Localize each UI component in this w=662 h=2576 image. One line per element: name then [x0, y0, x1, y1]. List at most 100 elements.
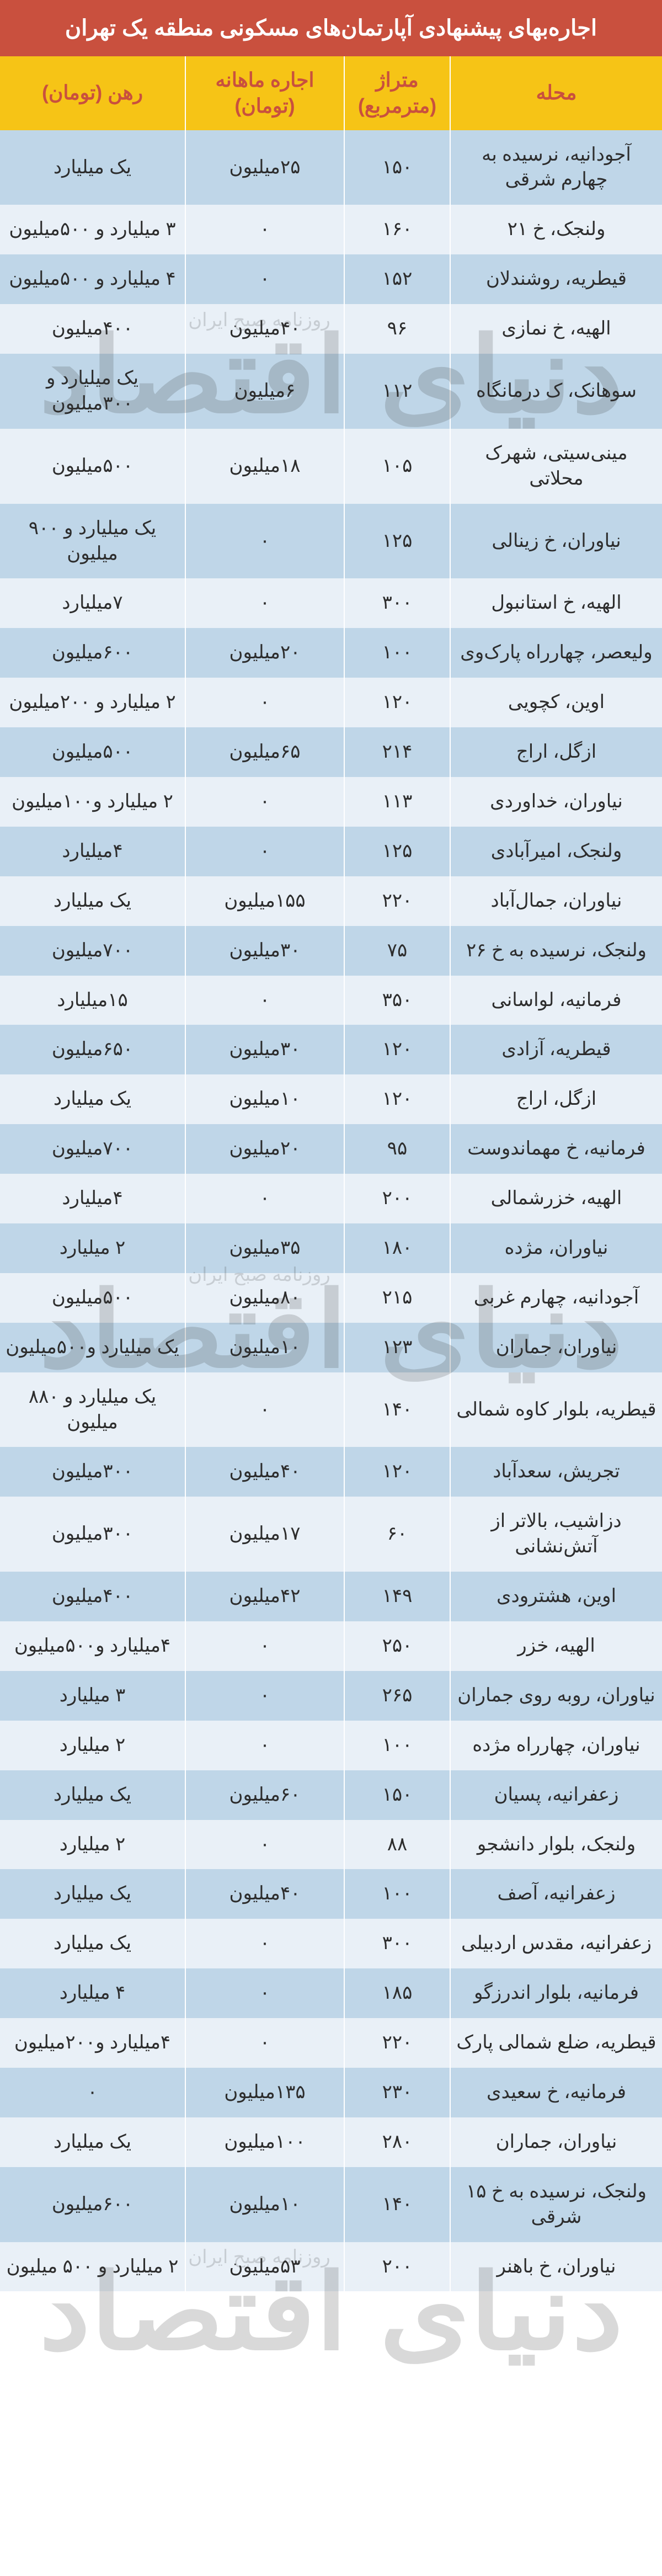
cell-area: ۱۴۰: [344, 2167, 450, 2242]
table-row: اوین، هشترودی۱۴۹۴۲میلیون۴۰۰میلیون: [0, 1572, 662, 1621]
cell-deposit: یک میلیارد: [0, 1869, 185, 1919]
cell-area: ۱۴۰: [344, 1372, 450, 1447]
cell-monthly: ۴۰میلیون: [185, 304, 344, 354]
table-row: نیاوران، روبه روی جماران۲۶۵۰۳ میلیارد: [0, 1671, 662, 1721]
cell-deposit: ۵۰۰میلیون: [0, 1273, 185, 1323]
col-deposit: رهن (تومان): [0, 56, 185, 130]
cell-monthly: ۰: [185, 1671, 344, 1721]
table-row: نیاوران، خ باهنر۲۰۰۵۳میلیون۲ میلیارد و ۵…: [0, 2242, 662, 2292]
cell-deposit: ۴میلیارد و۵۰۰میلیون: [0, 1621, 185, 1671]
cell-area: ۸۸: [344, 1820, 450, 1870]
table-row: نیاوران، جماران۲۸۰۱۰۰میلیونیک میلیارد: [0, 2117, 662, 2167]
col-area: متراژ (مترمربع): [344, 56, 450, 130]
table-row: دزاشیب، بالاتر از آتش‌نشانی۶۰۱۷میلیون۳۰۰…: [0, 1497, 662, 1572]
cell-neighborhood: زعفرانیه، پسیان: [450, 1770, 662, 1820]
cell-area: ۱۰۰: [344, 1721, 450, 1770]
cell-deposit: ۳ میلیارد: [0, 1671, 185, 1721]
cell-deposit: ۷۰۰میلیون: [0, 926, 185, 976]
cell-neighborhood: ولنجک، نرسیده به خ ۲۶: [450, 926, 662, 976]
cell-deposit: ۳۰۰میلیون: [0, 1447, 185, 1497]
cell-monthly: ۰: [185, 1174, 344, 1223]
cell-monthly: ۳۵میلیون: [185, 1223, 344, 1273]
cell-area: ۲۲۰: [344, 876, 450, 926]
cell-monthly: ۲۵میلیون: [185, 130, 344, 205]
cell-area: ۳۰۰: [344, 578, 450, 628]
cell-area: ۱۰۰: [344, 1869, 450, 1919]
cell-area: ۱۵۰: [344, 1770, 450, 1820]
table-row: قیطریه، آزادی۱۲۰۳۰میلیون۶۵۰میلیون: [0, 1025, 662, 1074]
cell-area: ۱۶۰: [344, 205, 450, 254]
table-row: مینی‌سیتی، شهرک محلاتی۱۰۵۱۸میلیون۵۰۰میلی…: [0, 429, 662, 504]
cell-deposit: یک میلیارد: [0, 130, 185, 205]
table-row: الهیه، خزر۲۵۰۰۴میلیارد و۵۰۰میلیون: [0, 1621, 662, 1671]
cell-area: ۳۵۰: [344, 976, 450, 1025]
cell-deposit: ۴ میلیارد: [0, 1968, 185, 2018]
table-row: نیاوران، مژده۱۸۰۳۵میلیون۲ میلیارد: [0, 1223, 662, 1273]
table-body: آجودانیه، نرسیده به چهارم شرقی ۱۵۰ ۲۵میلیو…: [0, 130, 662, 2292]
table-row: ازگل، اراج۱۲۰۱۰میلیونیک میلیارد: [0, 1074, 662, 1124]
cell-deposit: ۴میلیارد: [0, 827, 185, 876]
cell-monthly: ۶۰میلیون: [185, 1770, 344, 1820]
cell-deposit: ۲ میلیارد: [0, 1820, 185, 1870]
cell-deposit: ۴۰۰میلیون: [0, 304, 185, 354]
cell-monthly: ۶۵میلیون: [185, 727, 344, 777]
cell-monthly: ۴۲میلیون: [185, 1572, 344, 1621]
cell-monthly: ۶میلیون: [185, 354, 344, 429]
cell-area: ۱۲۵: [344, 827, 450, 876]
table-row: الهیه، خ نمازی۹۶۴۰میلیون۴۰۰میلیون: [0, 304, 662, 354]
cell-neighborhood: ازگل، اراج: [450, 1074, 662, 1124]
table-row: قیطریه، ضلع شمالی پارک۲۲۰۰۴میلیارد و۲۰۰م…: [0, 2018, 662, 2068]
cell-deposit: یک میلیارد: [0, 1074, 185, 1124]
cell-area: ۹۵: [344, 1124, 450, 1174]
cell-deposit: ۲ میلیارد و ۵۰۰ میلیون: [0, 2242, 185, 2292]
cell-deposit: یک میلیارد و ۳۰۰میلیون: [0, 354, 185, 429]
table-row: آجودانیه، چهارم غربی۲۱۵۸۰میلیون۵۰۰میلیون: [0, 1273, 662, 1323]
cell-monthly: ۰: [185, 827, 344, 876]
cell-area: ۲۰۰: [344, 1174, 450, 1223]
table-row: زعفرانیه، پسیان۱۵۰۶۰میلیونیک میلیارد: [0, 1770, 662, 1820]
cell-area: ۲۰۰: [344, 2242, 450, 2292]
cell-deposit: ۷۰۰میلیون: [0, 1124, 185, 1174]
table-row: ولنجک، امیرآبادی۱۲۵۰۴میلیارد: [0, 827, 662, 876]
cell-monthly: ۵۳میلیون: [185, 2242, 344, 2292]
cell-neighborhood: ولنجک، نرسیده به خ ۱۵ شرقی: [450, 2167, 662, 2242]
cell-neighborhood: ولنجک، خ ۲۱: [450, 205, 662, 254]
cell-monthly: ۱۰میلیون: [185, 2167, 344, 2242]
cell-neighborhood: ازگل، اراج: [450, 727, 662, 777]
cell-area: ۲۲۰: [344, 2018, 450, 2068]
cell-area: ۳۰۰: [344, 1919, 450, 1968]
cell-neighborhood: فرمانیه، لواسانی: [450, 976, 662, 1025]
cell-area: ۱۸۰: [344, 1223, 450, 1273]
table-row: تجریش، سعدآباد۱۲۰۴۰میلیون۳۰۰میلیون: [0, 1447, 662, 1497]
cell-neighborhood: الهیه، خزر: [450, 1621, 662, 1671]
cell-deposit: یک میلیارد: [0, 876, 185, 926]
cell-monthly: ۰: [185, 254, 344, 304]
cell-monthly: ۰: [185, 1621, 344, 1671]
cell-neighborhood: زعفرانیه، آصف: [450, 1869, 662, 1919]
cell-monthly: ۰: [185, 1820, 344, 1870]
table-row: الهیه، خزرشمالی۲۰۰۰۴میلیارد: [0, 1174, 662, 1223]
cell-area: ۱۸۵: [344, 1968, 450, 2018]
table-row: فرمانیه، خ مهماندوست۹۵۲۰میلیون۷۰۰میلیون: [0, 1124, 662, 1174]
cell-neighborhood: الهیه، خزرشمالی: [450, 1174, 662, 1223]
cell-neighborhood: آجودانیه، نرسیده به چهارم شرقی: [450, 130, 662, 205]
cell-neighborhood: قیطریه، بلوار کاوه شمالی: [450, 1372, 662, 1447]
cell-neighborhood: فرمانیه، خ سعیدی: [450, 2068, 662, 2117]
cell-monthly: ۱۰میلیون: [185, 1074, 344, 1124]
cell-area: ۱۲۵: [344, 504, 450, 579]
cell-monthly: ۰: [185, 205, 344, 254]
cell-deposit: یک میلیارد و۵۰۰میلیون: [0, 1323, 185, 1372]
page-title: اجاره‌بهای پیشنهادی آپارتمان‌های مسکونی …: [0, 0, 662, 56]
cell-neighborhood: ولنجک، بلوار دانشجو: [450, 1820, 662, 1870]
cell-monthly: ۰: [185, 1721, 344, 1770]
cell-area: ۲۶۵: [344, 1671, 450, 1721]
cell-neighborhood: نیاوران، خ باهنر: [450, 2242, 662, 2292]
table-row: زعفرانیه، آصف۱۰۰۴۰میلیونیک میلیارد: [0, 1869, 662, 1919]
cell-monthly: ۱۰۰میلیون: [185, 2117, 344, 2167]
table-row: سوهانک، ک درمانگاه۱۱۲۶میلیونیک میلیارد و…: [0, 354, 662, 429]
cell-deposit: ۱۵میلیارد: [0, 976, 185, 1025]
cell-monthly: ۱۳۵میلیون: [185, 2068, 344, 2117]
cell-monthly: ۱۰میلیون: [185, 1323, 344, 1372]
cell-monthly: ۰: [185, 2018, 344, 2068]
cell-monthly: ۳۰میلیون: [185, 926, 344, 976]
